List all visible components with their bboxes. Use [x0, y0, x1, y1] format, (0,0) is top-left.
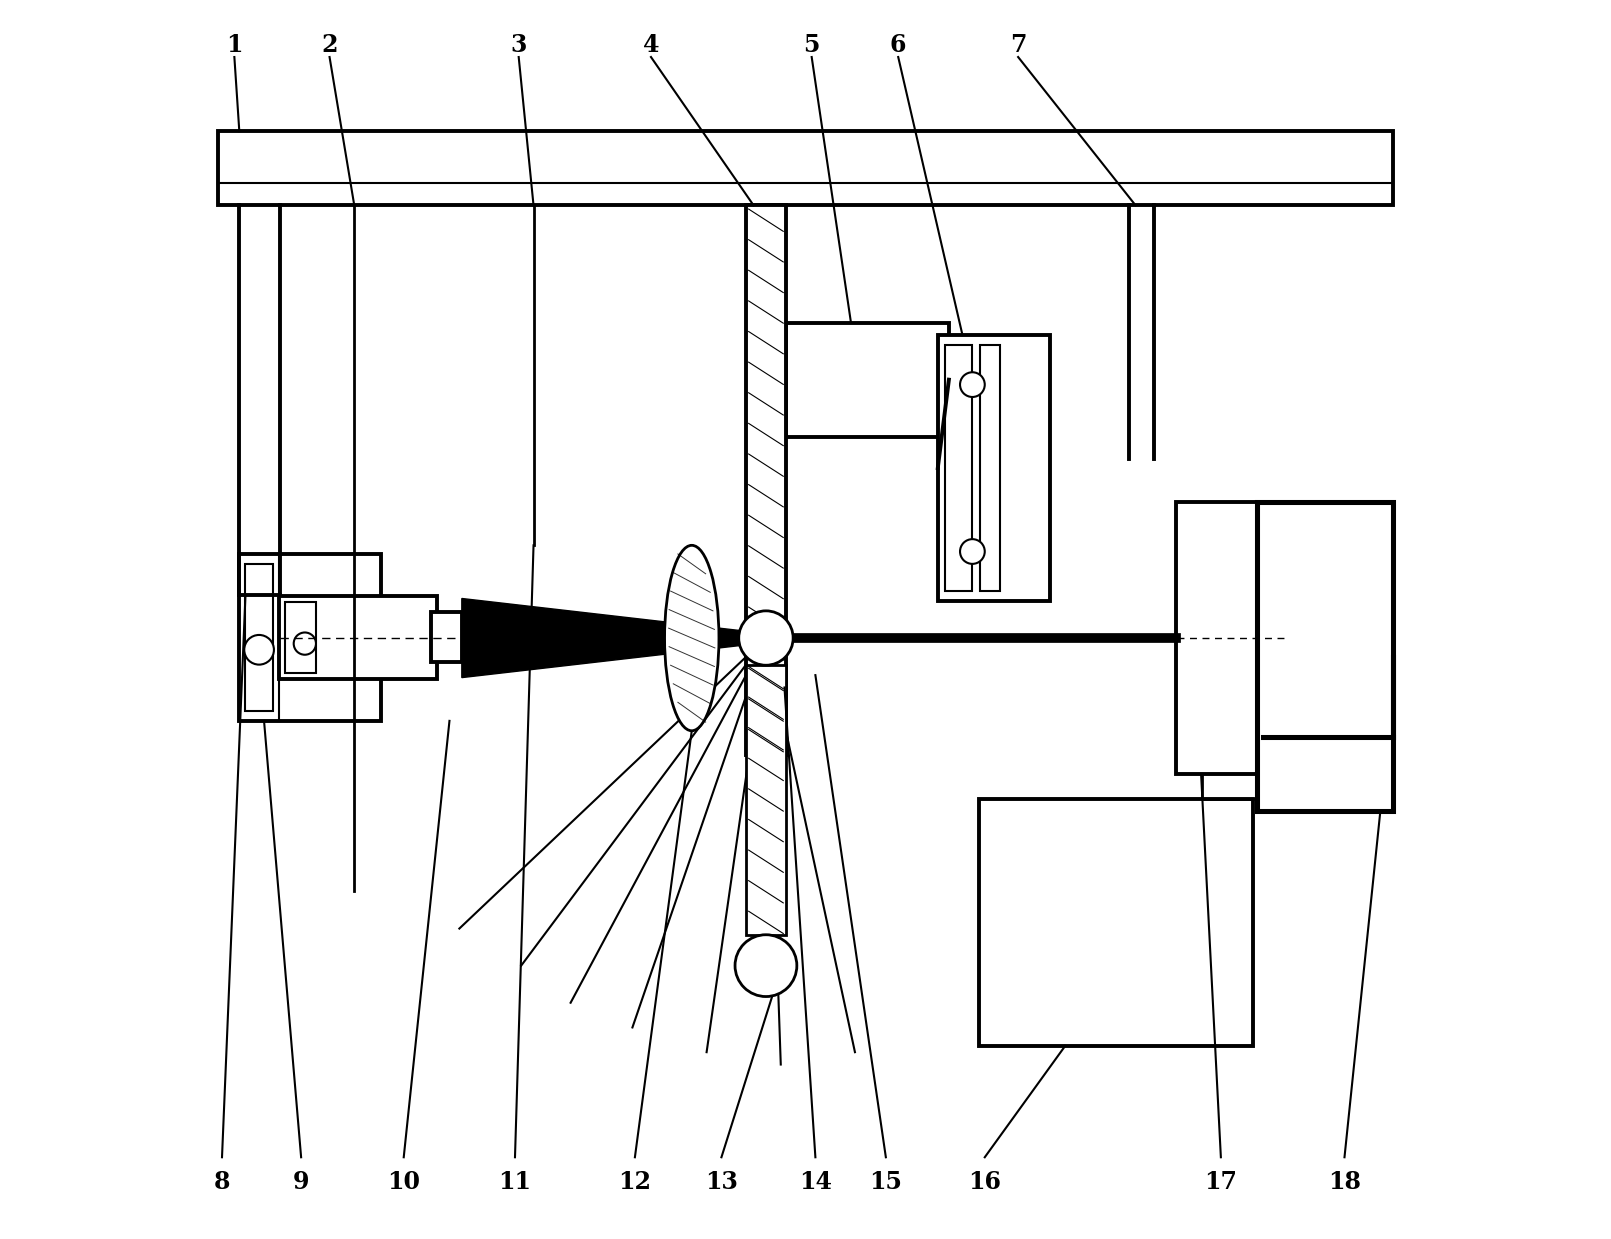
Bar — [240, 554, 382, 721]
Polygon shape — [462, 598, 762, 678]
Ellipse shape — [665, 545, 719, 731]
Bar — [746, 665, 786, 934]
Text: 1: 1 — [226, 32, 243, 57]
Bar — [430, 612, 462, 663]
Text: 3: 3 — [511, 32, 527, 57]
Text: 5: 5 — [804, 32, 820, 57]
Text: 12: 12 — [619, 1170, 651, 1194]
Bar — [245, 564, 272, 711]
Text: 9: 9 — [293, 1170, 309, 1194]
Text: 4: 4 — [643, 32, 659, 57]
Text: 13: 13 — [706, 1170, 738, 1194]
Bar — [978, 799, 1253, 1046]
Circle shape — [960, 539, 984, 564]
Bar — [946, 344, 973, 591]
Text: 7: 7 — [1010, 32, 1026, 57]
Text: 17: 17 — [1205, 1170, 1237, 1194]
Bar — [219, 131, 1392, 206]
Text: 16: 16 — [968, 1170, 1002, 1194]
Bar — [1257, 502, 1392, 812]
Text: 2: 2 — [321, 32, 338, 57]
Circle shape — [735, 934, 797, 996]
Circle shape — [245, 634, 274, 664]
Circle shape — [739, 611, 793, 665]
Circle shape — [960, 372, 984, 396]
Circle shape — [293, 632, 316, 654]
Text: 6: 6 — [889, 32, 907, 57]
Bar — [285, 602, 316, 673]
Bar — [1176, 502, 1263, 774]
Text: 14: 14 — [799, 1170, 831, 1194]
Text: 15: 15 — [870, 1170, 902, 1194]
Bar — [279, 596, 437, 679]
Text: 18: 18 — [1327, 1170, 1361, 1194]
Bar — [746, 206, 786, 756]
Text: 8: 8 — [214, 1170, 230, 1194]
Bar — [786, 323, 949, 436]
Text: 11: 11 — [498, 1170, 532, 1194]
Bar — [979, 344, 999, 591]
Bar — [938, 336, 1050, 601]
Text: 10: 10 — [387, 1170, 420, 1194]
